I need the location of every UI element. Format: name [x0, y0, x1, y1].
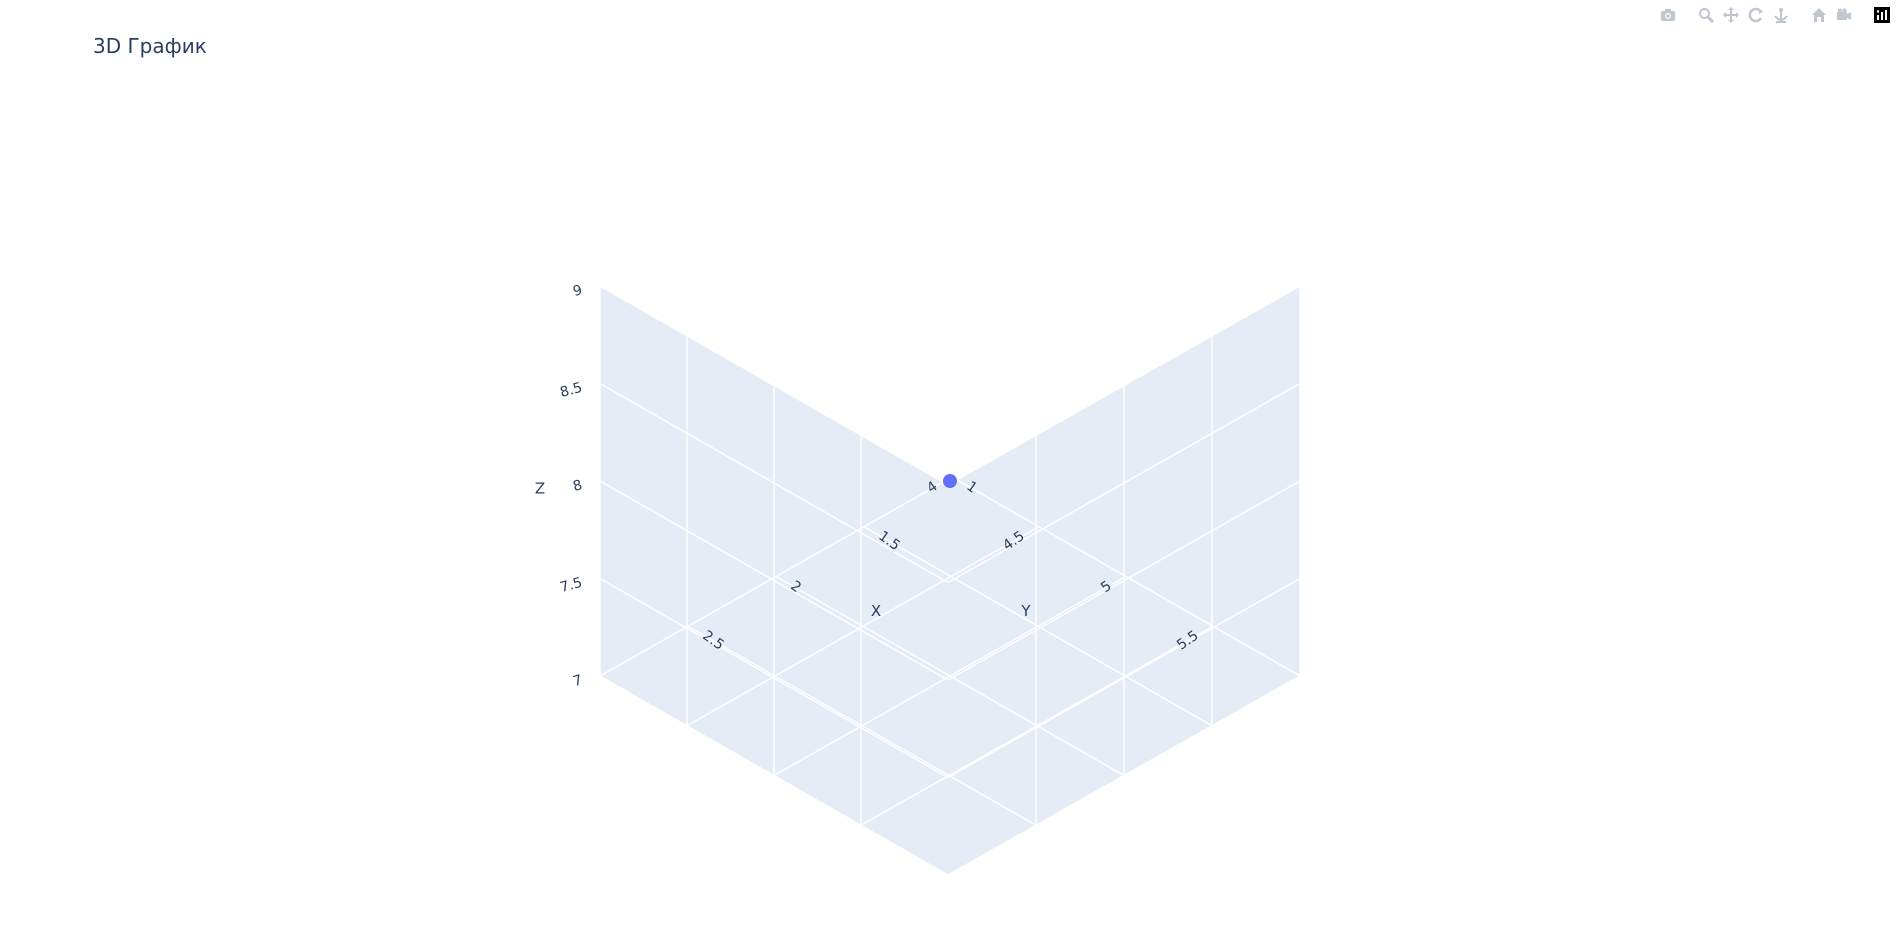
z-tick-label: 7 — [571, 672, 584, 690]
z-axis-title: Z — [535, 480, 545, 498]
axis-panes — [600, 286, 1300, 875]
x-axis-title: X — [871, 602, 881, 620]
data-point — [943, 474, 957, 488]
z-tick-label: 8 — [571, 477, 584, 495]
z-tick-label: 7.5 — [558, 575, 584, 596]
data-points — [943, 474, 957, 488]
z-tick-label: 8.5 — [558, 380, 584, 401]
z-tick-label: 9 — [571, 282, 584, 300]
y-axis-title: Y — [1020, 602, 1031, 620]
